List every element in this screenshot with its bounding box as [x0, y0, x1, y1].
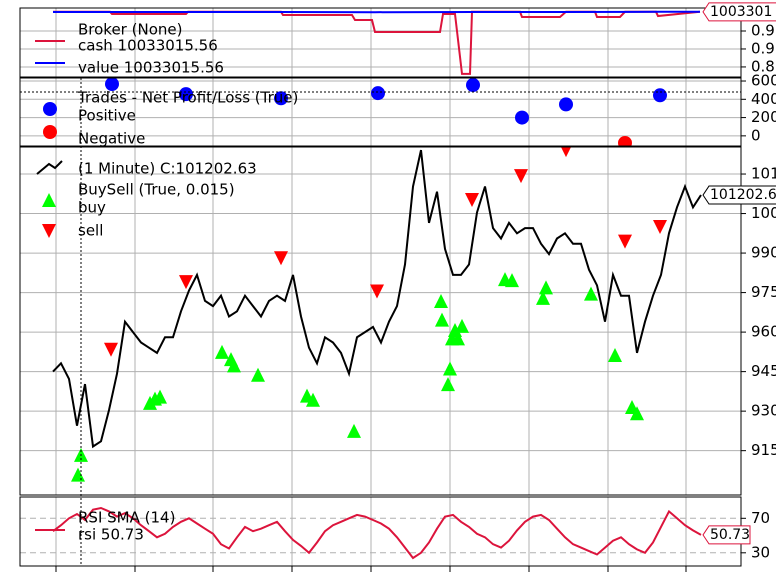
legend-title: Trades - Net Profit/Loss (True)	[77, 89, 298, 107]
buy-marker	[434, 293, 448, 308]
buy-marker	[251, 367, 265, 382]
y-tick-label: 200	[751, 108, 776, 126]
legend-label: buy	[78, 199, 106, 217]
y-tick-label: 990	[751, 244, 776, 262]
legend-icon	[42, 193, 56, 207]
y-tick-label: 930	[751, 402, 776, 420]
buy-marker	[347, 423, 361, 438]
last-value-label: 101202.6	[710, 187, 776, 203]
y-tick-label: 960	[751, 323, 776, 341]
legend-label: cash 10033015.56	[78, 37, 218, 55]
sell-marker	[104, 342, 118, 357]
y-tick-label: 0.8	[751, 57, 775, 75]
legend-icon	[42, 224, 56, 238]
y-tick-label: 30	[751, 543, 770, 561]
y-tick-label: 600	[751, 72, 776, 90]
buy-marker	[435, 312, 449, 327]
legend-label: sell	[78, 222, 103, 240]
trade-marker	[466, 78, 480, 93]
buy-marker	[539, 280, 553, 295]
y-tick-label: 70	[751, 509, 770, 527]
last-value-tag	[702, 525, 751, 545]
buy-marker	[536, 290, 550, 305]
y-tick-label: 0	[751, 126, 761, 144]
buy-marker	[630, 406, 644, 421]
y-tick-label: 0.9	[751, 39, 775, 57]
trade-marker	[559, 97, 573, 112]
sell-marker	[370, 284, 384, 299]
buy-marker	[227, 358, 241, 373]
y-tick-label: 945	[751, 362, 776, 380]
legend-label: Positive	[78, 107, 136, 125]
y-tick-label: 100	[751, 204, 776, 222]
panel-frame	[19, 146, 742, 496]
buy-marker	[451, 331, 465, 346]
y-tick-label: 400	[751, 90, 776, 108]
legend-icon	[43, 125, 57, 139]
sell-marker	[653, 220, 667, 235]
y-tick-label: 915	[751, 441, 776, 459]
buy-marker	[608, 348, 622, 363]
last-value-label: 1003301	[710, 4, 772, 20]
buy-marker	[215, 344, 229, 359]
sell-marker	[465, 192, 479, 207]
buy-marker	[306, 392, 320, 407]
sell-marker	[560, 147, 572, 158]
trade-marker	[515, 110, 529, 125]
buy-marker	[455, 318, 469, 333]
last-value-tag	[702, 185, 776, 205]
series-line	[52, 149, 702, 449]
plot-area	[52, 147, 702, 482]
legend-title: Broker (None)	[78, 21, 182, 39]
panel-frame	[19, 7, 742, 78]
buy-marker	[71, 467, 85, 482]
y-tick-label: 975	[751, 283, 776, 301]
plot-area	[53, 10, 701, 75]
buy-marker	[441, 377, 455, 392]
sell-marker	[618, 234, 632, 249]
y-tick-label: 0.9	[751, 22, 775, 40]
legend-label: rsi 50.73	[78, 526, 144, 544]
plot-area	[52, 506, 702, 560]
last-value-tag	[702, 2, 776, 22]
last-value-label: 50.73	[710, 527, 750, 543]
legend-title: BuySell (True, 0.015)	[78, 181, 235, 199]
buy-marker	[584, 286, 598, 301]
buy-marker	[153, 389, 167, 404]
y-tick-label: 101	[751, 165, 776, 183]
panel-frame	[19, 77, 742, 147]
sell-marker	[514, 169, 528, 184]
legend-title: RSI SMA (14)	[78, 509, 175, 527]
buy-marker	[505, 273, 519, 288]
legend-label: Negative	[78, 130, 145, 148]
legend-label: (1 Minute) C:101202.63	[78, 160, 257, 178]
trade-marker	[371, 86, 385, 101]
plot-area	[105, 78, 667, 146]
trade-marker	[105, 78, 119, 92]
legend-icon	[43, 102, 57, 116]
sell-marker	[274, 251, 288, 266]
trade-marker	[274, 91, 288, 106]
trade-marker	[179, 87, 193, 102]
legend-label: value 10033015.56	[78, 59, 224, 77]
trade-marker	[618, 135, 632, 146]
trade-marker	[653, 88, 667, 103]
series-line	[52, 506, 702, 560]
buy-marker	[443, 361, 457, 376]
legend-icon	[36, 160, 63, 175]
sell-marker	[179, 275, 193, 290]
